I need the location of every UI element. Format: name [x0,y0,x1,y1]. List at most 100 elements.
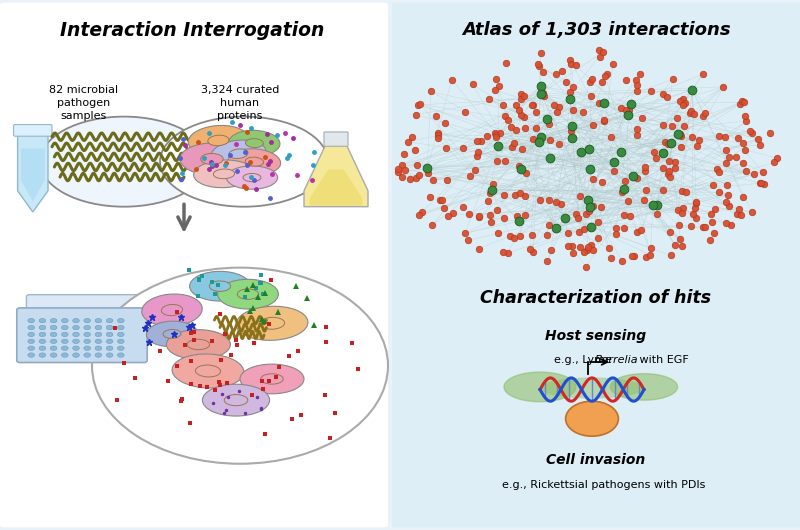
Text: 3,324 curated
human
proteins: 3,324 curated human proteins [201,85,279,121]
Point [402,137,414,146]
Point [638,163,651,171]
Point [619,75,632,84]
Point [501,249,514,257]
Point [662,156,675,165]
Point [510,101,522,109]
Ellipse shape [224,394,248,406]
Point [514,189,526,197]
Ellipse shape [540,377,644,399]
Point [674,235,687,243]
Ellipse shape [214,169,234,179]
Point [537,92,550,100]
Text: Borrelia: Borrelia [595,355,639,365]
Point [513,105,526,114]
Point [698,223,711,232]
Point [719,219,732,227]
Point [574,191,586,200]
Point [533,196,546,205]
Point [541,257,554,266]
Point [566,242,578,250]
Ellipse shape [261,374,283,384]
Polygon shape [21,148,45,201]
Point [548,101,561,110]
Point [646,200,659,209]
Circle shape [73,353,79,357]
Point [719,158,732,167]
Circle shape [39,346,46,350]
Text: Atlas of 1,303 interactions: Atlas of 1,303 interactions [462,21,730,39]
Circle shape [73,325,79,330]
Point [435,196,448,204]
Point [647,148,660,156]
FancyBboxPatch shape [14,125,52,136]
Point [413,211,426,219]
Point [513,217,526,225]
Point [473,213,486,221]
Point [606,59,619,68]
Circle shape [118,339,124,343]
Point [446,209,459,218]
Point [550,224,562,233]
Point [685,222,698,230]
Point [506,143,519,151]
Ellipse shape [202,384,270,416]
Point [535,133,548,142]
Ellipse shape [229,130,280,156]
Point [442,211,454,220]
Point [432,128,445,137]
Point [630,76,642,84]
Point [704,236,717,244]
Point [582,243,594,251]
Circle shape [28,319,34,323]
Point [399,166,412,174]
Point [431,134,444,143]
Point [605,254,618,263]
Point [457,144,470,153]
Point [581,246,594,255]
Point [712,131,725,140]
Point [713,168,726,176]
Ellipse shape [243,173,261,182]
Circle shape [106,346,113,350]
Point [537,89,550,97]
Point [471,136,484,145]
Point [562,242,574,250]
Point [554,200,567,208]
Point [563,88,576,96]
Point [618,224,631,233]
Point [719,198,732,207]
Circle shape [106,339,113,343]
Point [486,186,498,194]
Point [619,177,632,186]
Point [751,135,764,143]
Point [556,66,569,75]
Point [439,144,452,152]
Point [688,110,701,119]
Ellipse shape [190,271,250,301]
Point [519,169,532,177]
Point [463,172,476,181]
Circle shape [566,401,618,436]
Point [540,231,553,240]
Circle shape [92,268,388,464]
Point [404,175,417,183]
Point [650,209,663,218]
Circle shape [106,319,113,323]
Point [599,72,612,80]
Point [526,101,538,109]
Circle shape [73,319,79,323]
Point [587,121,600,129]
Point [664,173,677,181]
Point [630,174,643,183]
Point [553,139,566,148]
Point [689,204,702,212]
Circle shape [62,325,68,330]
Circle shape [106,325,113,330]
Point [630,130,643,139]
Point [736,96,749,105]
Point [734,211,747,219]
Point [576,108,589,116]
Point [490,132,502,141]
Ellipse shape [195,365,221,377]
Point [490,157,503,165]
